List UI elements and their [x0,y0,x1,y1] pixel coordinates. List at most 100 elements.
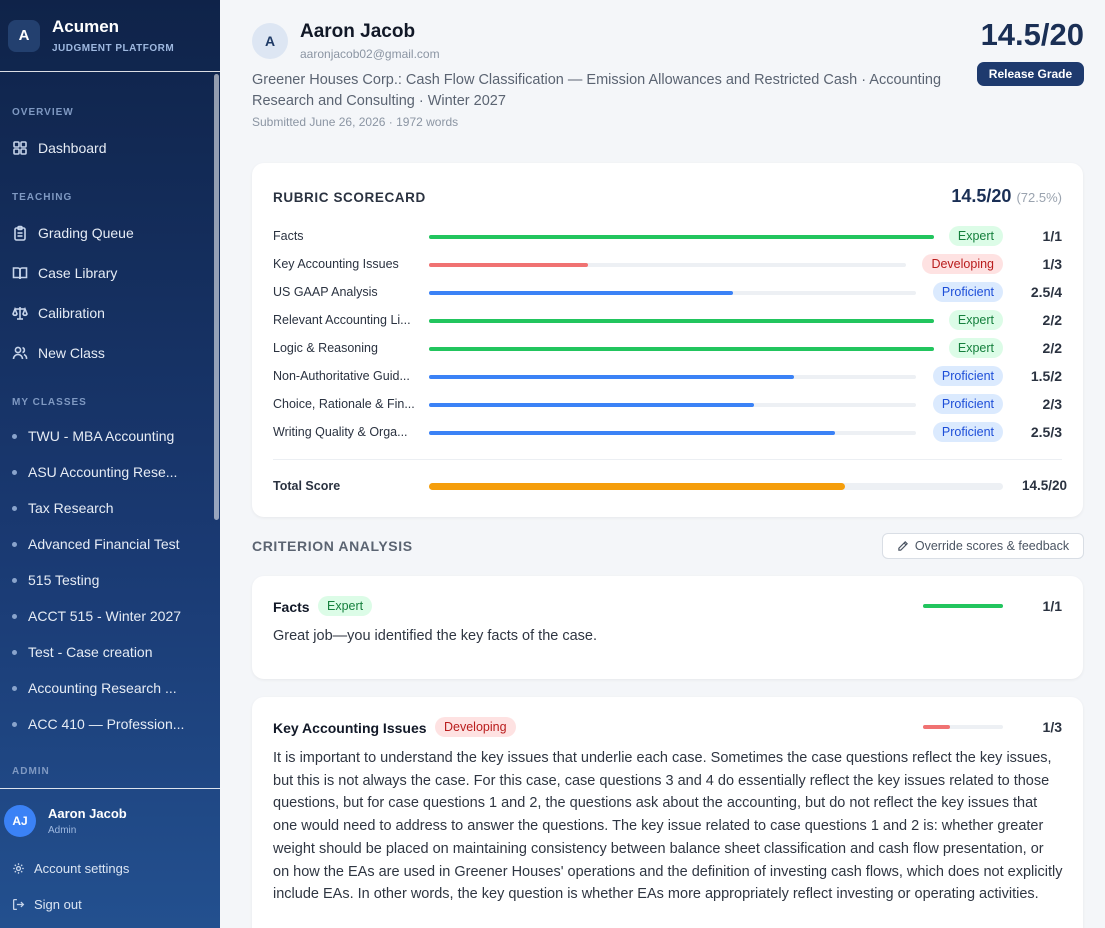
release-grade-button[interactable]: Release Grade [977,62,1084,86]
account-settings-link[interactable]: Account settings [0,850,220,886]
criterion-label: Key Accounting Issues [273,257,399,271]
sidebar-item-label: New Class [38,345,105,361]
sidebar-item-dashboard[interactable]: Dashboard [0,128,107,168]
class-label: 515 Testing [28,572,100,588]
criterion-analysis-heading: CRITERION ANALYSIS [252,538,413,554]
criterion-score-bar-fill [923,725,950,729]
sidebar-item-calibration[interactable]: Calibration [0,293,105,333]
case-title: Greener Houses Corp.: Cash Flow Classifi… [252,72,942,109]
criterion-score-bar-fill [429,375,795,379]
criterion-score-bar-fill [923,604,1003,608]
bullet-icon [12,541,17,547]
section-my-classes: MY CLASSES [12,397,87,408]
sign-out-link[interactable]: Sign out [0,886,220,922]
scale-icon [12,305,28,321]
override-scores-button[interactable]: Override scores & feedback [882,533,1084,559]
app-subtitle: JUDGMENT PLATFORM [52,43,175,54]
section-admin: ADMIN [12,766,50,777]
overall-score: 14.5/20 [980,17,1084,52]
class-label: TWU - MBA Accounting [28,428,175,444]
criterion-score: 1/3 [1042,719,1062,735]
level-badge: Expert [948,310,1003,330]
user-profile[interactable]: AJ Aaron Jacob Admin [0,789,220,837]
criterion-score: 1/1 [1042,228,1062,244]
bullet-icon [12,469,17,475]
sidebar-class-item[interactable]: Test - Case creation [0,634,200,670]
student-email: aaronjacob02@gmail.com [300,47,440,61]
student-name: Aaron Jacob [300,21,416,42]
sidebar-class-item[interactable]: ACC 410 — Profession... [0,706,200,742]
users-icon [12,345,28,361]
level-badge: Proficient [932,394,1003,414]
override-scores-label: Override scores & feedback [914,539,1070,553]
criterion-feedback: Great job—you identified the key facts o… [273,628,598,644]
bullet-icon [12,577,17,583]
criterion-level-badge: Developing [435,717,516,737]
criterion-label: Logic & Reasoning [273,341,378,355]
sidebar-class-item[interactable]: ACCT 515 - Winter 2027 [0,598,200,634]
user-name: Aaron Jacob [48,806,127,821]
criterion-label: Facts [273,229,304,243]
submission-meta: Submitted June 26, 2026 · 1972 words [252,115,459,129]
criterion-label: Non-Authoritative Guid... [273,369,410,383]
criterion-score: 2.5/3 [1030,424,1062,440]
criterion-score: 2.5/4 [1030,284,1062,300]
sign-out-label: Sign out [34,896,82,912]
account-settings-label: Account settings [34,860,130,876]
sidebar-item-label: Grading Queue [38,225,134,241]
criterion-title: Facts [273,599,310,615]
criterion-label: US GAAP Analysis [273,285,378,299]
criterion-score-bar [429,319,934,323]
class-label: Advanced Financial Test [28,536,180,552]
criterion-score-bar [429,347,934,351]
scorecard-row: Relevant Accounting Li... Expert 2/2 [252,307,1083,335]
sidebar-footer: AJ Aaron Jacob Admin Account settings Si… [0,788,220,928]
sidebar-item-label: Calibration [38,305,105,321]
section-teaching: TEACHING [12,192,73,203]
scorecard-row: Key Accounting Issues Developing 1/3 [252,251,1083,279]
sidebar-class-item[interactable]: ASU Accounting Rese... [0,454,200,490]
scorecard-row: US GAAP Analysis Proficient 2.5/4 [252,279,1083,307]
grid-icon [12,140,28,156]
scorecard-total-value: 14.5/20 [951,186,1012,206]
criterion-score-bar-fill [429,291,734,295]
criterion-feedback: It is important to understand the key is… [273,750,1063,903]
scorecard-row: Writing Quality & Orga... Proficient 2.5/3 [252,419,1083,447]
sidebar-class-item[interactable]: TWU - MBA Accounting [0,418,200,454]
criterion-score-bar-fill [429,235,934,239]
class-label: ACC 410 — Profession... [28,716,185,732]
criterion-card-facts: Facts Expert 1/1 Great job—you identifie… [252,576,1083,679]
brand[interactable]: A Acumen JUDGMENT PLATFORM [0,0,220,72]
criterion-score-bar [429,291,916,295]
sidebar-class-item[interactable]: Tax Research [0,490,200,526]
level-badge: Proficient [932,422,1003,442]
sidebar-class-item[interactable]: 515 Testing [0,562,200,598]
criterion-score-bar [923,725,1003,729]
book-icon [12,265,28,281]
scorecard-title: RUBRIC SCORECARD [273,190,426,205]
sidebar-item-case-library[interactable]: Case Library [0,253,117,293]
sidebar-class-item[interactable]: Accounting Research ... [0,670,200,706]
criterion-score-bar-fill [429,403,754,407]
scorecard-total: 14.5/20 (72.5%) [951,186,1062,207]
criterion-score: 2/3 [1042,396,1062,412]
sidebar-item-new-class[interactable]: New Class [0,333,105,373]
sidebar-class-item[interactable]: Advanced Financial Test [0,526,200,562]
sidebar-scrollbar[interactable] [214,74,219,520]
rubric-scorecard: RUBRIC SCORECARD 14.5/20 (72.5%) Facts Ex… [252,163,1083,517]
class-label: ACCT 515 - Winter 2027 [28,608,182,624]
scorecard-divider [273,459,1062,460]
total-score-label: Total Score [273,479,341,493]
criterion-score-bar [429,431,916,435]
sidebar-item-grading-queue[interactable]: Grading Queue [0,213,134,253]
student-avatar: A [252,23,288,59]
level-badge: Proficient [932,282,1003,302]
brand-logo: A [8,19,40,52]
scorecard-row: Facts Expert 1/1 [252,223,1083,251]
criterion-level-badge: Expert [318,596,373,616]
sidebar: A Acumen JUDGMENT PLATFORM OVERVIEW Dash… [0,0,220,928]
scorecard-total-percent: (72.5%) [1016,190,1062,205]
criterion-score-bar-fill [429,347,934,351]
total-score-value: 14.5/20 [1021,478,1067,493]
clipboard-icon [12,225,28,241]
